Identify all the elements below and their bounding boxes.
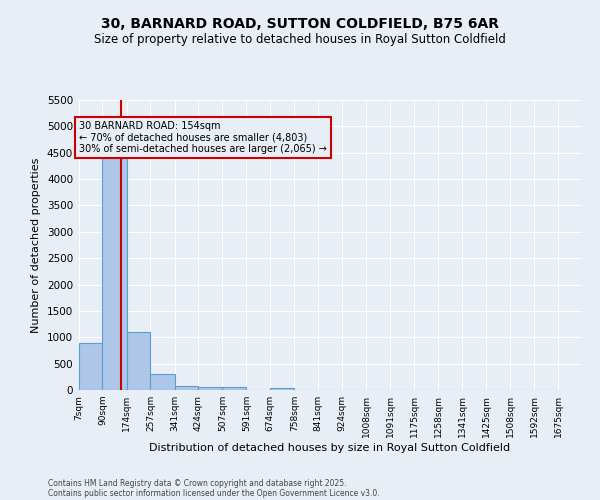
Bar: [175, 386, 199, 390]
Text: 30, BARNARD ROAD, SUTTON COLDFIELD, B75 6AR: 30, BARNARD ROAD, SUTTON COLDFIELD, B75 …: [101, 18, 499, 32]
Text: Contains HM Land Registry data © Crown copyright and database right 2025.: Contains HM Land Registry data © Crown c…: [48, 478, 347, 488]
Y-axis label: Number of detached properties: Number of detached properties: [31, 158, 41, 332]
Bar: [271, 388, 295, 390]
Bar: [223, 388, 247, 390]
Bar: [103, 150, 127, 390]
Text: Size of property relative to detached houses in Royal Sutton Coldfield: Size of property relative to detached ho…: [94, 32, 506, 46]
X-axis label: Distribution of detached houses by size in Royal Sutton Coldfield: Distribution of detached houses by size …: [149, 442, 511, 452]
Text: Contains public sector information licensed under the Open Government Licence v3: Contains public sector information licen…: [48, 488, 380, 498]
Text: 30 BARNARD ROAD: 154sqm
← 70% of detached houses are smaller (4,803)
30% of semi: 30 BARNARD ROAD: 154sqm ← 70% of detache…: [79, 121, 327, 154]
Bar: [151, 374, 175, 390]
Bar: [127, 332, 151, 390]
Bar: [199, 387, 223, 390]
Bar: [79, 342, 103, 390]
